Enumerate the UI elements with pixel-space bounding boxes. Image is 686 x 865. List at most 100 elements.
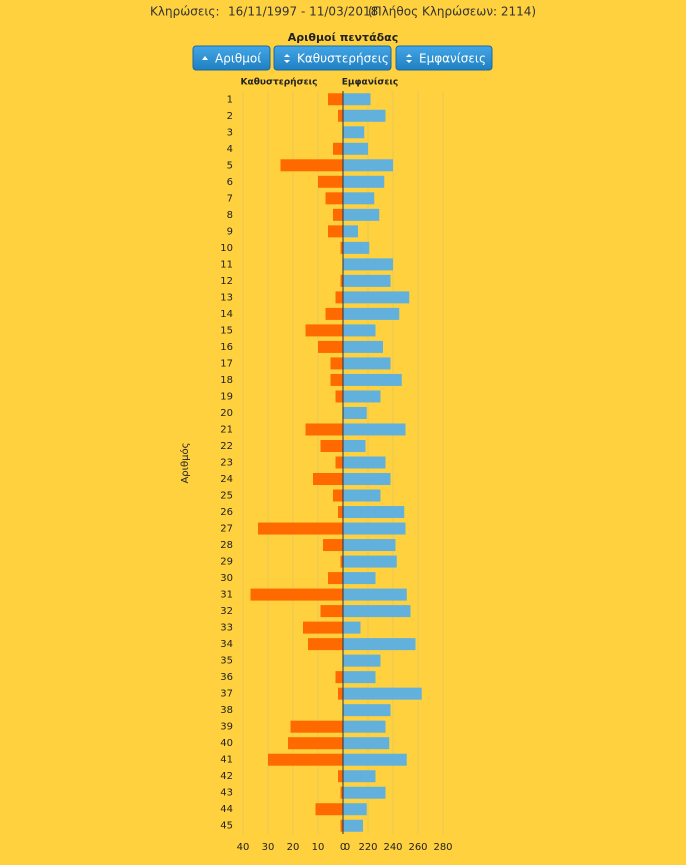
bar — [343, 539, 396, 552]
bar — [343, 225, 358, 238]
y-tick-label: 43 — [220, 788, 233, 799]
y-tick-label: 10 — [220, 243, 233, 254]
y-tick-label: 29 — [220, 557, 233, 568]
bar — [333, 142, 343, 155]
y-tick-label: 33 — [220, 623, 233, 634]
y-tick-label: 6 — [227, 177, 233, 188]
bar — [343, 373, 402, 386]
x-tick-label: 10 — [312, 842, 325, 853]
bar — [338, 109, 343, 122]
bar — [343, 390, 381, 403]
bar — [288, 737, 343, 750]
bar — [305, 324, 343, 337]
bar — [343, 605, 411, 618]
bar — [268, 753, 343, 766]
y-tick-label: 15 — [220, 325, 233, 336]
bar — [343, 687, 422, 700]
bar — [320, 439, 343, 452]
bar — [343, 720, 386, 733]
y-tick-label: 20 — [220, 408, 233, 419]
bar — [340, 819, 343, 832]
bar — [340, 274, 343, 287]
button-label[interactable]: Εμφανίσεις — [419, 52, 486, 66]
bar — [343, 572, 376, 585]
bar — [343, 208, 380, 221]
x-tick-label: 0 — [340, 842, 346, 853]
y-tick-label: 14 — [220, 309, 233, 320]
bar — [343, 638, 416, 651]
y-tick-label: 12 — [220, 276, 233, 287]
y-tick-label: 8 — [227, 210, 233, 221]
button-bg[interactable] — [395, 45, 493, 71]
bar — [343, 456, 386, 469]
bar — [343, 192, 375, 205]
bar — [340, 241, 343, 254]
y-tick-label: 11 — [220, 259, 233, 270]
bar — [343, 274, 391, 287]
button-label[interactable]: Αριθμοί — [215, 52, 261, 66]
bar — [343, 555, 397, 568]
y-tick-label: 36 — [220, 672, 233, 683]
bar — [343, 803, 367, 816]
bar — [343, 753, 407, 766]
bar — [325, 307, 343, 320]
bar — [343, 489, 381, 502]
y-tick-label: 32 — [220, 606, 233, 617]
bar — [343, 175, 385, 188]
bar — [343, 109, 386, 122]
y-tick-label: 30 — [220, 573, 233, 584]
bar — [343, 588, 407, 601]
bar — [335, 456, 343, 469]
bar — [318, 340, 343, 353]
y-tick-label: 26 — [220, 507, 233, 518]
y-tick-label: 24 — [220, 474, 233, 485]
y-tick-label: 27 — [220, 524, 233, 535]
y-tick-label: 31 — [220, 590, 233, 601]
y-tick-label: 4 — [227, 144, 233, 155]
y-tick-label: 45 — [220, 821, 233, 832]
bar — [335, 390, 343, 403]
bar — [343, 406, 367, 419]
bar — [343, 621, 361, 634]
bar — [343, 522, 406, 535]
bar — [313, 473, 343, 486]
sort-button[interactable]: Εμφανίσεις — [395, 45, 493, 71]
button-bg[interactable] — [192, 45, 271, 71]
bar — [330, 357, 343, 370]
bar — [343, 142, 368, 155]
bar — [335, 291, 343, 304]
x-tick-label: 20 — [287, 842, 300, 853]
bar — [343, 704, 391, 717]
y-tick-label: 23 — [220, 458, 233, 469]
button-label[interactable]: Καθυστερήσεις — [297, 52, 389, 66]
y-tick-label: 22 — [220, 441, 233, 452]
x-tick-label: 0 — [344, 842, 350, 853]
button-bg[interactable] — [273, 45, 392, 71]
bar — [250, 588, 343, 601]
bar — [343, 159, 393, 172]
bar — [343, 506, 405, 519]
bar — [338, 770, 343, 783]
sort-button[interactable]: Καθυστερήσεις — [273, 45, 392, 71]
y-axis-label: Αριθμός — [179, 442, 191, 483]
bar — [343, 126, 365, 139]
x-tick-label: 30 — [262, 842, 275, 853]
bar — [343, 357, 391, 370]
y-tick-label: 9 — [227, 226, 233, 237]
bar — [328, 225, 343, 238]
bar — [338, 687, 343, 700]
bar — [308, 638, 343, 651]
bar — [343, 439, 366, 452]
bar — [343, 737, 390, 750]
y-tick-label: 34 — [220, 639, 233, 650]
bar — [305, 423, 343, 436]
y-tick-label: 39 — [220, 722, 233, 733]
bar — [343, 671, 376, 684]
bar — [303, 621, 343, 634]
y-tick-label: 13 — [220, 292, 233, 303]
x-tick-label: 40 — [237, 842, 250, 853]
series-label: Εμφανίσεις — [342, 77, 399, 88]
sort-button[interactable]: Αριθμοί — [192, 45, 271, 71]
bar — [328, 572, 343, 585]
sort-icon — [284, 54, 290, 63]
